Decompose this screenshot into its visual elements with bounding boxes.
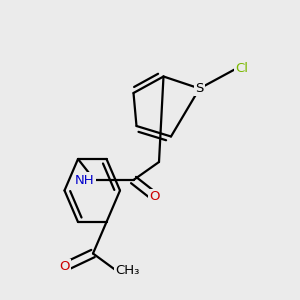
Text: CH₃: CH₃ <box>116 263 140 277</box>
Text: O: O <box>149 190 160 203</box>
Text: Cl: Cl <box>236 62 248 76</box>
Text: S: S <box>195 82 204 95</box>
Text: O: O <box>59 260 70 274</box>
Text: NH: NH <box>75 173 94 187</box>
